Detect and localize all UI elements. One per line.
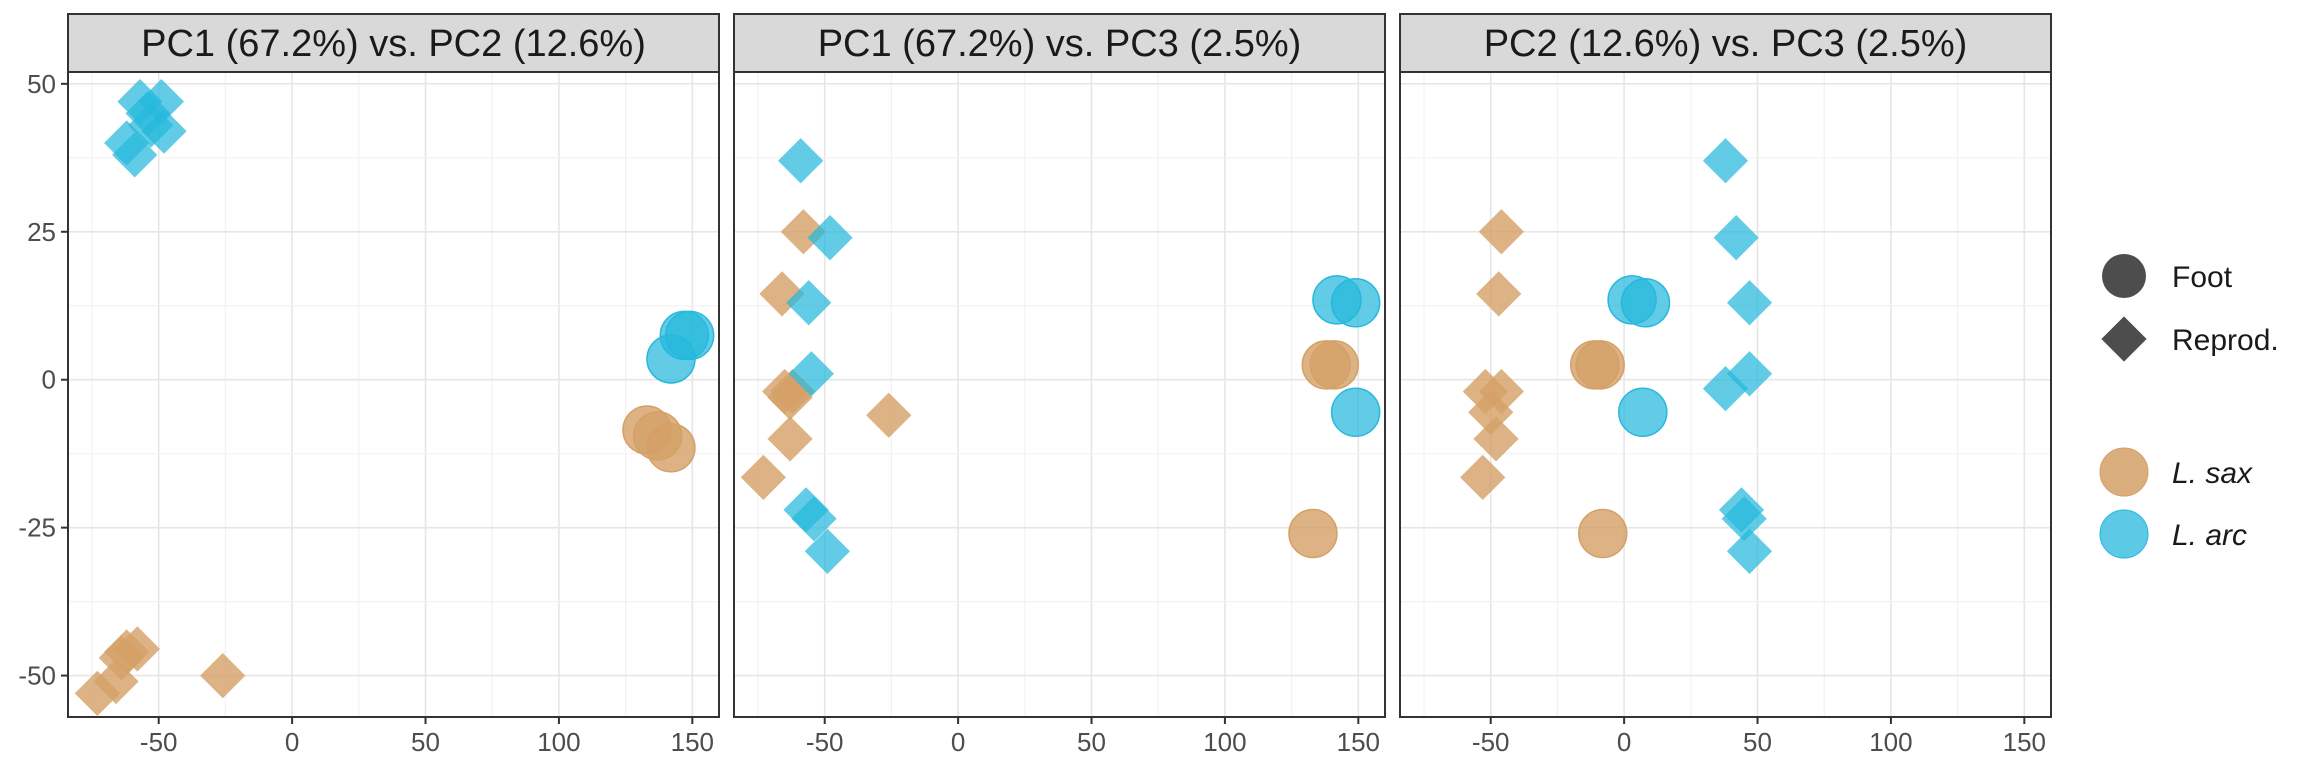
point-reprod	[1478, 209, 1525, 255]
panel-title: PC1 (67.2%) vs. PC3 (2.5%)	[818, 23, 1302, 65]
x-tick-label: 50	[411, 727, 440, 757]
x-tick-label: 150	[671, 727, 714, 757]
legend-label-l-sax: L. sax	[2172, 457, 2253, 490]
y-tick-label: -50	[18, 661, 56, 691]
point-foot	[1620, 278, 1671, 328]
legend-key-foot	[2102, 254, 2146, 298]
point-foot	[1618, 387, 1668, 438]
legend: Foot Reprod. L. sax L. arc	[2099, 254, 2279, 559]
point-foot	[646, 423, 696, 473]
legend-species-group: L. sax L. arc	[2099, 447, 2253, 559]
legend-label-reprod: Reprod.	[2172, 324, 2279, 357]
point-reprod	[778, 138, 824, 184]
point-foot	[664, 310, 715, 361]
point-reprod	[807, 215, 853, 261]
panel-title: PC1 (67.2%) vs. PC2 (12.6%)	[141, 23, 646, 65]
x-axis: -50 0 50 100 150	[1472, 717, 2046, 757]
point-reprod	[1702, 138, 1749, 184]
x-tick-label: 100	[1869, 727, 1912, 757]
x-tick-label: 0	[285, 727, 299, 757]
x-tick-label: -50	[806, 727, 844, 757]
panel-title: PC2 (12.6%) vs. PC3 (2.5%)	[1484, 23, 1968, 65]
point-reprod	[1726, 528, 1773, 574]
panel-border	[733, 71, 1386, 718]
point-foot	[1578, 508, 1628, 559]
data-points	[74, 78, 715, 716]
x-tick-label: 150	[1337, 727, 1380, 757]
legend-label-foot: Foot	[2172, 261, 2233, 294]
point-foot	[1309, 340, 1360, 390]
shared-y-axis: -50 -25 0 25 50	[18, 69, 68, 691]
y-tick-label: 50	[27, 69, 56, 99]
point-foot	[1575, 340, 1625, 390]
legend-shape-group: Foot Reprod.	[2101, 254, 2279, 362]
x-tick-label: -50	[1472, 727, 1510, 757]
y-tick-label: 25	[27, 217, 56, 247]
plot-area	[734, 72, 1385, 717]
legend-key-l-sax	[2099, 447, 2149, 497]
x-tick-label: 0	[951, 727, 965, 757]
panel-strip	[733, 13, 1386, 73]
panel-3: PC2 (12.6%) vs. PC3 (2.5%) -50 0 50 100 150	[1399, 13, 2052, 757]
gridlines	[68, 72, 719, 717]
panel-border	[1399, 71, 2052, 718]
x-tick-label: 0	[1617, 727, 1631, 757]
x-axis: -50 0 50 100 150	[806, 717, 1380, 757]
panel-strip	[67, 13, 720, 73]
panel-2: PC1 (67.2%) vs. PC3 (2.5%) -50 0 50 100 150	[733, 13, 1386, 757]
y-tick-label: 0	[42, 365, 56, 395]
y-tick-label: -25	[18, 513, 56, 543]
x-tick-label: 50	[1077, 727, 1106, 757]
x-tick-label: 100	[1203, 727, 1246, 757]
x-tick-label: 50	[1743, 727, 1772, 757]
point-foot	[1330, 278, 1381, 328]
point-reprod	[804, 528, 851, 574]
legend-key-reprod	[2101, 316, 2147, 362]
legend-label-l-arc: L. arc	[2172, 519, 2247, 552]
point-reprod	[200, 652, 246, 699]
x-tick-label: 100	[537, 727, 580, 757]
x-tick-label: 150	[2003, 727, 2046, 757]
panel-1: PC1 (67.2%) vs. PC2 (12.6%) -50 0 50 100 150	[67, 13, 720, 757]
point-foot	[1330, 387, 1381, 438]
panel-border	[67, 71, 720, 718]
point-foot	[1288, 508, 1338, 559]
gridlines	[734, 72, 1385, 717]
x-tick-label: -50	[140, 727, 178, 757]
x-axis: -50 0 50 100 150	[140, 717, 714, 757]
plot-area	[68, 72, 719, 717]
point-reprod	[1713, 215, 1759, 261]
legend-key-l-arc	[2099, 509, 2149, 559]
